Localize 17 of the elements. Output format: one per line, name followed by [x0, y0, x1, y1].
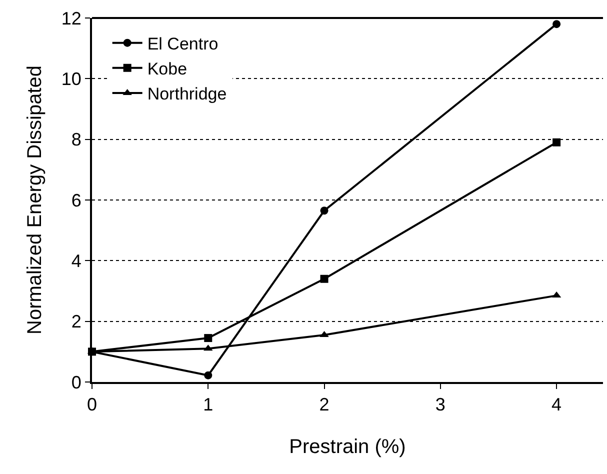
x-tick-label: 2: [319, 394, 330, 415]
y-tick-label: 10: [61, 68, 82, 89]
x-tick-label: 4: [552, 394, 562, 415]
y-tick-label: 12: [61, 8, 82, 28]
x-axis-title: Prestrain (%): [289, 436, 406, 458]
legend-label: El Centro: [147, 34, 218, 54]
x-tick-label: 0: [86, 394, 98, 415]
y-tick-label: 4: [71, 250, 82, 271]
legend-label: Kobe: [147, 60, 188, 79]
y-axis-title: Normalized Energy Dissipated: [24, 65, 46, 335]
y-tick-label: 0: [71, 372, 82, 392]
y-tick-label: 8: [71, 130, 82, 150]
legend-label: Northridge: [147, 84, 227, 104]
x-tick-label: 1: [203, 394, 214, 415]
y-tick-label: 6: [71, 190, 82, 210]
x-tick-label: 3: [435, 394, 446, 415]
y-tick-label: 2: [71, 312, 82, 332]
